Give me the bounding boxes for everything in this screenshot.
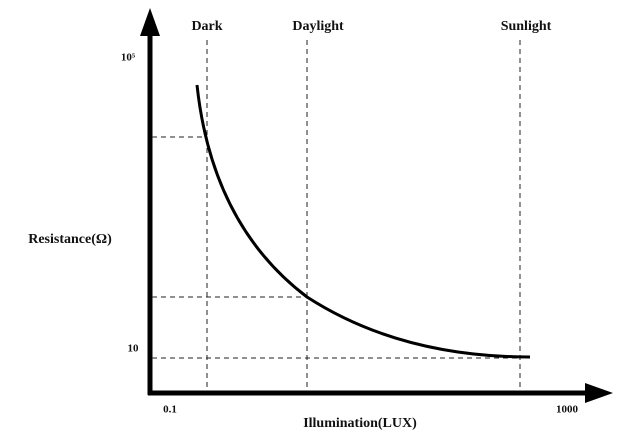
x-tick-label: 0.1 xyxy=(163,404,177,416)
marker-label: Daylight xyxy=(292,19,344,34)
y-tick-label: 10⁵ xyxy=(121,52,136,64)
y-tick-label: 10 xyxy=(128,343,140,355)
x-axis-arrow xyxy=(585,383,613,403)
x-axis-label: Illumination(LUX) xyxy=(303,416,417,431)
y-axis-arrow xyxy=(140,8,160,36)
x-tick-label: 1000 xyxy=(556,404,579,416)
resistance-curve xyxy=(195,84,531,359)
marker-label: Sunlight xyxy=(501,19,552,34)
y-axis-label: Resistance(Ω) xyxy=(28,232,112,247)
marker-label: Dark xyxy=(191,19,222,34)
